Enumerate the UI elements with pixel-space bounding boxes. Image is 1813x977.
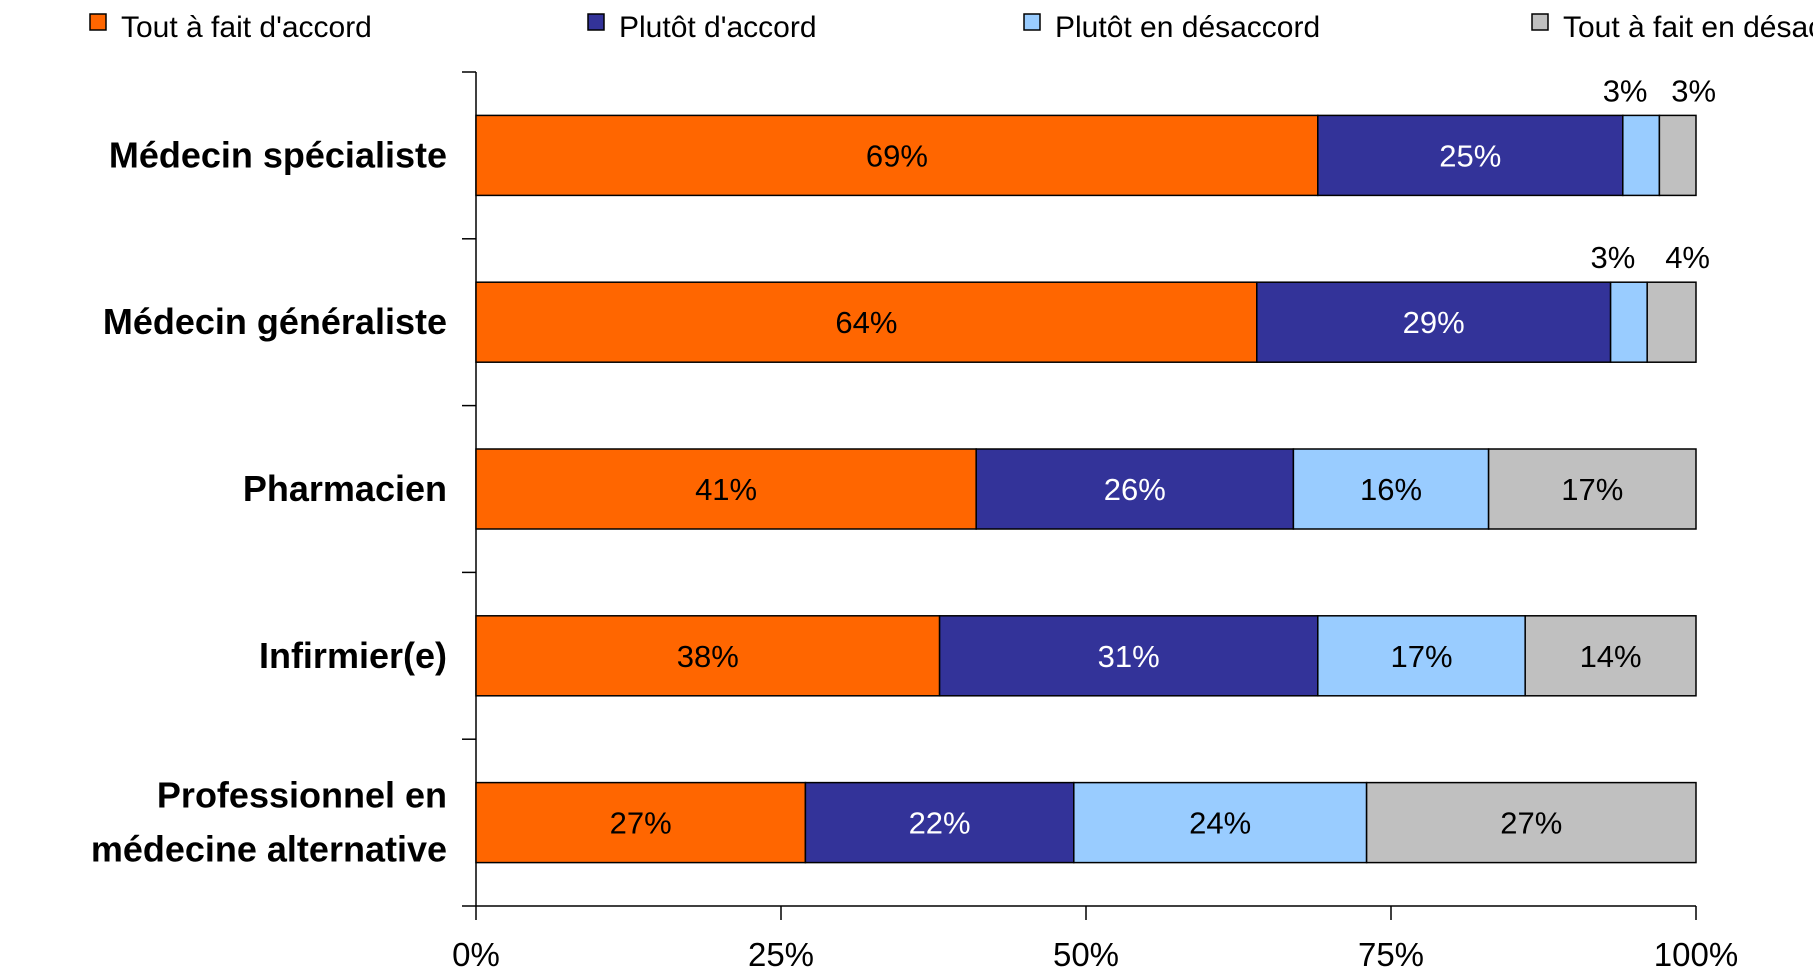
bar-pharmacien-tout-a-fait-en-desaccord xyxy=(1487,448,1697,530)
bar-medecin-specialiste-tout-a-fait-d-accord xyxy=(475,114,1319,197)
data-label-professionnel-en-medecine-alternative-plutot-d-accord: 22% xyxy=(909,806,971,841)
bar-medecin-generaliste-plutot-en-desaccord xyxy=(1609,281,1648,363)
bar-medecin-specialiste-plutot-d-accord xyxy=(1317,114,1624,197)
data-label-professionnel-en-medecine-alternative-tout-a-fait-d-accord: 27% xyxy=(610,806,672,841)
data-label-professionnel-en-medecine-alternative-plutot-en-desaccord: 24% xyxy=(1189,806,1251,841)
legend: Tout à fait d'accord Plutôt d'accord Plutô… xyxy=(89,11,1813,44)
category-label-medecin-specialiste: Médecin spécialiste xyxy=(109,134,447,175)
bar-medecin-specialiste-plutot-en-desaccord xyxy=(1622,114,1661,197)
bars: 69% 25% 3% 3% 64% 29% 3% 4% 41% 26% 16% 17% 38% 31% 17… xyxy=(475,73,1716,864)
x-tick-label: 100% xyxy=(1654,936,1738,973)
bar-pharmacien-tout-a-fait-d-accord xyxy=(475,448,977,530)
data-label-medecin-generaliste-tout-a-fait-en-desaccord: 4% xyxy=(1665,240,1710,275)
data-label-medecin-specialiste-plutot-en-desaccord: 3% xyxy=(1603,73,1648,108)
data-label-infirmier-e-tout-a-fait-en-desaccord: 14% xyxy=(1580,639,1642,674)
data-label-medecin-specialiste-plutot-d-accord: 25% xyxy=(1439,138,1501,173)
category-label-professionnel-en-medecine-alternative: Professionnel en xyxy=(157,775,447,816)
bar-professionnel-en-medecine-alternative-plutot-en-desaccord xyxy=(1073,781,1368,864)
bar-medecin-generaliste-tout-a-fait-d-accord xyxy=(475,281,1258,363)
data-label-medecin-specialiste-tout-a-fait-en-desaccord: 3% xyxy=(1671,73,1716,108)
data-label-infirmier-e-plutot-en-desaccord: 17% xyxy=(1390,639,1452,674)
data-label-pharmacien-tout-a-fait-en-desaccord: 17% xyxy=(1561,472,1623,507)
legend-swatch-plutot-d-accord xyxy=(587,13,605,31)
legend-label-plutot-en-desaccord: Plutôt en désaccord xyxy=(1055,11,1320,44)
bar-medecin-generaliste-plutot-d-accord xyxy=(1256,281,1612,363)
bar-infirmier-e-tout-a-fait-d-accord xyxy=(475,615,941,697)
x-tick-label: 75% xyxy=(1358,936,1424,973)
data-label-pharmacien-plutot-d-accord: 26% xyxy=(1104,472,1166,507)
bar-professionnel-en-medecine-alternative-tout-a-fait-d-accord xyxy=(475,781,807,864)
bar-professionnel-en-medecine-alternative-tout-a-fait-en-desaccord xyxy=(1365,781,1697,864)
bar-medecin-generaliste-tout-a-fait-en-desaccord xyxy=(1646,281,1697,363)
legend-swatch-tout-a-fait-en-desaccord xyxy=(1531,13,1549,31)
legend-swatch-plutot-en-desaccord xyxy=(1023,13,1041,31)
category-labels: Médecin spécialiste Médecin généraliste Ph… xyxy=(91,134,447,869)
legend-label-tout-a-fait-d-accord: Tout à fait d'accord xyxy=(121,11,372,44)
data-label-medecin-generaliste-tout-a-fait-d-accord: 64% xyxy=(835,305,897,340)
category-label-infirmier-e: Infirmier(e) xyxy=(259,635,447,676)
data-label-medecin-generaliste-plutot-en-desaccord: 3% xyxy=(1590,240,1635,275)
data-label-pharmacien-plutot-en-desaccord: 16% xyxy=(1360,472,1422,507)
data-label-professionnel-en-medecine-alternative-tout-a-fait-en-desaccord: 27% xyxy=(1500,806,1562,841)
bar-medecin-specialiste-tout-a-fait-en-desaccord xyxy=(1658,114,1697,197)
data-label-medecin-specialiste-tout-a-fait-d-accord: 69% xyxy=(866,138,928,173)
data-label-medecin-generaliste-plutot-d-accord: 29% xyxy=(1403,305,1465,340)
category-label-medecin-generaliste: Médecin généraliste xyxy=(103,301,447,342)
category-label-professionnel-en-medecine-alternative: médecine alternative xyxy=(91,829,447,870)
category-label-pharmacien: Pharmacien xyxy=(243,468,447,509)
x-tick-label: 50% xyxy=(1053,936,1119,973)
legend-swatch-tout-a-fait-d-accord xyxy=(89,13,107,31)
bar-pharmacien-plutot-en-desaccord xyxy=(1292,448,1490,530)
legend-label-plutot-d-accord: Plutôt d'accord xyxy=(619,11,817,44)
legend-label-tout-a-fait-en-desaccord: Tout à fait en désaccord xyxy=(1563,11,1813,44)
bar-professionnel-en-medecine-alternative-plutot-d-accord xyxy=(804,781,1075,864)
data-label-infirmier-e-tout-a-fait-d-accord: 38% xyxy=(677,639,739,674)
data-label-infirmier-e-plutot-d-accord: 31% xyxy=(1098,639,1160,674)
data-label-pharmacien-tout-a-fait-d-accord: 41% xyxy=(695,472,757,507)
bar-infirmier-e-plutot-d-accord xyxy=(938,615,1319,697)
bar-infirmier-e-tout-a-fait-en-desaccord xyxy=(1524,615,1697,697)
x-tick-label: 25% xyxy=(748,936,814,973)
x-tick-labels: 0% 25% 50% 75% 100% xyxy=(452,936,1738,973)
bar-infirmier-e-plutot-en-desaccord xyxy=(1317,615,1526,697)
x-tick-label: 0% xyxy=(452,936,500,973)
bar-pharmacien-plutot-d-accord xyxy=(975,448,1295,530)
